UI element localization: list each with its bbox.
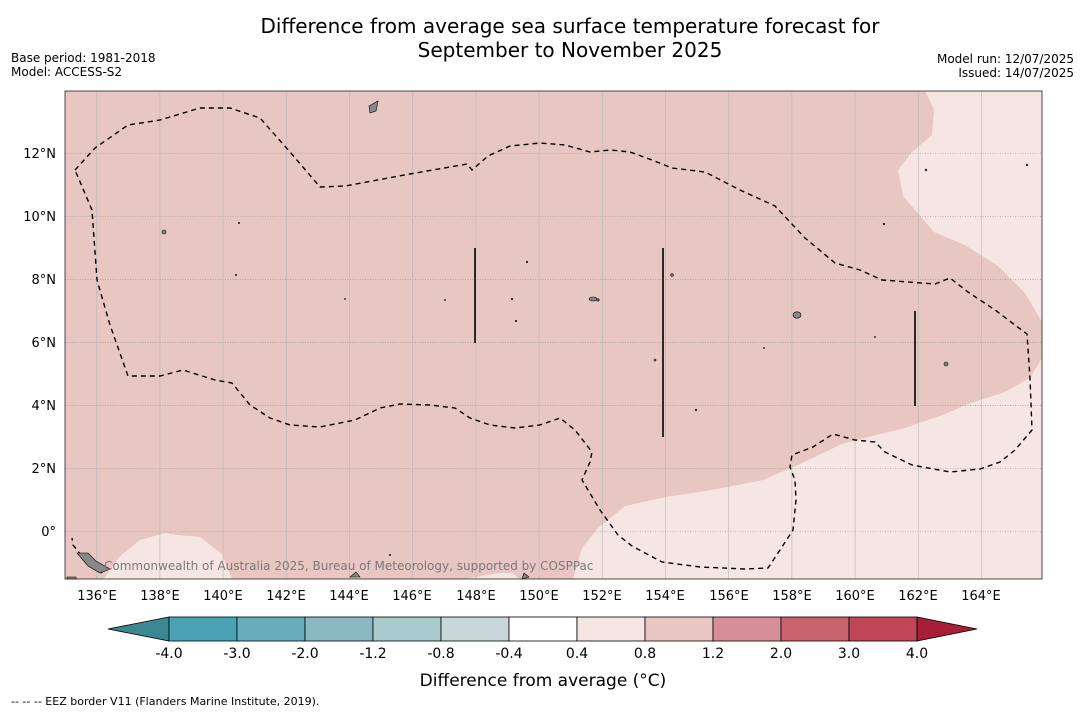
- lon-label: 142°E: [266, 589, 306, 604]
- model-text: Model: ACCESS-S2: [11, 65, 123, 79]
- colorbar-tick-label: -4.0: [155, 646, 182, 662]
- colorbar-label: Difference from average (°C): [420, 671, 667, 691]
- colorbar-under-arrow: [107, 616, 170, 642]
- colorbar-segment: [712, 616, 782, 642]
- lon-label: 164°E: [961, 589, 1001, 604]
- lat-label: 2°N: [32, 462, 57, 477]
- lat-label: 6°N: [32, 336, 57, 351]
- colorbar-segment: [780, 616, 850, 642]
- lon-label: 162°E: [898, 589, 938, 604]
- lon-label: 160°E: [835, 589, 875, 604]
- colorbar-segment: [848, 616, 918, 642]
- lon-label: 138°E: [140, 589, 180, 604]
- anomaly-field-medium: [65, 91, 1042, 579]
- colorbar-segment: [304, 616, 374, 642]
- meta-right: Model run: 12/07/2025 Issued: 14/07/2025: [937, 52, 1074, 80]
- colorbar-tick-label: -0.8: [427, 646, 454, 662]
- eez-border-west: [74, 107, 1033, 570]
- colorbar-tick-label: 0.4: [566, 646, 588, 662]
- island-new-guinea-coast: [76, 552, 111, 574]
- lon-label: 136°E: [77, 589, 117, 604]
- lon-axis-labels: 136°E 138°E 140°E 142°E 144°E 146°E 148°…: [77, 589, 1001, 604]
- colorbar-over-arrow: [916, 616, 978, 642]
- island-kosrae: [943, 361, 949, 367]
- lon-label: 144°E: [329, 589, 369, 604]
- lon-label: 152°E: [582, 589, 622, 604]
- lon-label: 140°E: [203, 589, 243, 604]
- lon-label: 154°E: [645, 589, 685, 604]
- lat-label: 10°N: [23, 210, 56, 225]
- lat-label: 4°N: [32, 399, 57, 414]
- anomaly-fields: [65, 91, 1042, 579]
- colorbar-tick-label: -3.0: [223, 646, 250, 662]
- watermark-text: Commonwealth of Australia 2025, Bureau o…: [104, 559, 594, 573]
- lat-label: 12°N: [23, 147, 56, 162]
- title-line-1: Difference from average sea surface temp…: [260, 14, 880, 38]
- island-chuuk: [588, 296, 598, 302]
- lon-label: 148°E: [456, 589, 496, 604]
- colorbar-segment: [168, 616, 238, 642]
- lon-label: 150°E: [519, 589, 559, 604]
- grid-lines: [96, 91, 982, 579]
- colorbar-tick-label: -2.0: [291, 646, 318, 662]
- title-line-2: September to November 2025: [417, 38, 723, 62]
- lon-label: 156°E: [709, 589, 749, 604]
- islands: [66, 100, 1029, 580]
- colorbar-tick-label: 3.0: [838, 646, 860, 662]
- island-pohnpei: [792, 311, 802, 319]
- model-run-text: Model run: 12/07/2025: [936, 52, 1074, 66]
- lon-label: 146°E: [392, 589, 432, 604]
- map-frame: [64, 90, 1043, 580]
- issued-text: Issued: 14/07/2025: [958, 66, 1074, 80]
- internal-boundaries: [474, 248, 916, 437]
- colorbar-segment: [236, 616, 306, 642]
- colorbar-segment: [576, 616, 646, 642]
- colorbar-segment: [440, 616, 510, 642]
- latitude-lines: [65, 152, 1042, 533]
- colorbar-segment: [644, 616, 714, 642]
- colorbar-tick-label: 2.0: [770, 646, 792, 662]
- island-yap: [161, 229, 167, 235]
- base-period-text: Base period: 1981-2018: [11, 51, 156, 65]
- anomaly-field-southwest-patch: [134, 534, 232, 579]
- eez-footnote: -- -- -- EEZ border V11 (Flanders Marine…: [11, 695, 320, 708]
- colorbar-tick-label: 4.0: [906, 646, 928, 662]
- colorbar-tick-label: 1.2: [702, 646, 724, 662]
- lat-label: 8°N: [32, 273, 57, 288]
- lat-axis-labels: 12°N 10°N 8°N 6°N 4°N 2°N 0°: [23, 147, 56, 540]
- lon-label: 158°E: [772, 589, 812, 604]
- colorbar: -4.0 -3.0 -2.0 -1.2 -0.8 -0.4 0.4 0.8 1.2 2.0 3.0 4…: [107, 616, 978, 662]
- colorbar-tick-label: -1.2: [359, 646, 386, 662]
- colorbar-tick-label: -0.4: [495, 646, 522, 662]
- lat-label: 0°: [41, 525, 56, 540]
- island-guam: [368, 100, 379, 114]
- colorbar-segment: [372, 616, 442, 642]
- colorbar-tick-label: 0.8: [634, 646, 656, 662]
- meta-left: Base period: 1981-2018 Model: ACCESS-S2: [11, 51, 156, 79]
- map-title: Difference from average sea surface temp…: [0, 14, 1085, 62]
- colorbar-segment: [508, 616, 578, 642]
